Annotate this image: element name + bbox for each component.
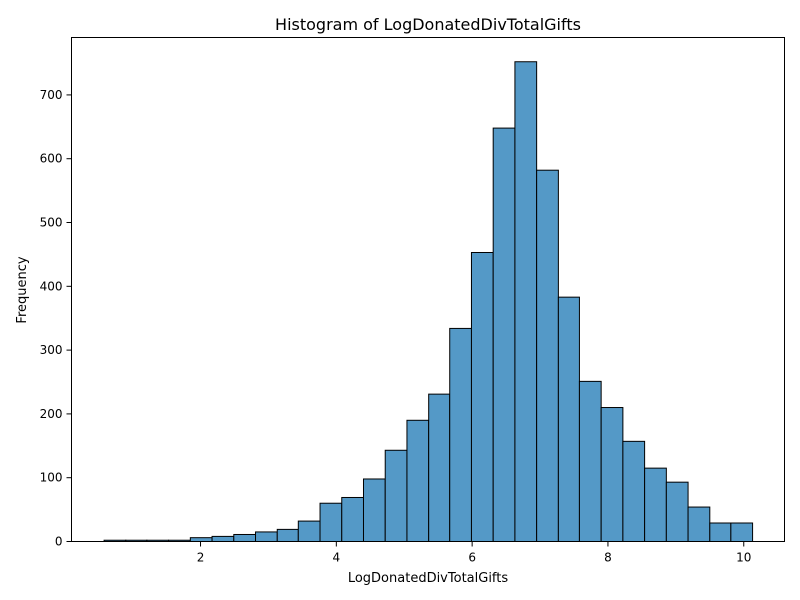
histogram-bar (319, 502, 343, 543)
histogram-bar (687, 506, 711, 543)
histogram-bar (276, 528, 299, 542)
y-tick-label: 100 (40, 471, 63, 485)
histogram-bar (297, 520, 321, 543)
histogram-bar (536, 169, 559, 542)
histogram-bar (492, 127, 516, 542)
histogram-bar (514, 61, 538, 542)
histogram-bar (730, 522, 754, 542)
bars-group (103, 61, 754, 543)
plot-frame (71, 37, 785, 542)
histogram-bar (600, 407, 624, 543)
x-tick-label: 6 (468, 551, 476, 565)
x-tick-label: 2 (197, 551, 205, 565)
histogram-bar (622, 440, 646, 543)
histogram-bar (406, 419, 430, 543)
y-tick-label: 400 (40, 279, 63, 293)
histogram-bar (470, 251, 494, 542)
chart-title: Histogram of LogDonatedDivTotalGifts (275, 15, 581, 34)
y-tick-label: 300 (40, 343, 63, 357)
histogram-bar (644, 467, 667, 542)
y-tick-label: 600 (40, 152, 63, 166)
histogram-bar (341, 496, 364, 542)
histogram-bar (384, 449, 408, 542)
histogram-bar (189, 537, 213, 543)
histogram-bar (665, 481, 689, 543)
y-axis-ticks: 0 100 200 300 400 500 600 700 (40, 88, 72, 549)
x-tick-label: 8 (604, 551, 612, 565)
x-axis-label: LogDonatedDivTotalGifts (348, 571, 509, 586)
y-tick-label: 200 (40, 407, 63, 421)
histogram-bar (362, 478, 386, 543)
y-tick-label: 700 (40, 88, 63, 102)
histogram-bar (709, 522, 732, 542)
y-tick-label: 0 (55, 535, 63, 549)
x-tick-label: 4 (333, 551, 341, 565)
y-axis-label: Frequency (15, 256, 30, 323)
histogram-bar (233, 533, 257, 543)
histogram-bar (557, 296, 580, 542)
histogram-bar (255, 531, 278, 542)
histogram-bar (428, 393, 451, 542)
x-axis-ticks: 2 4 6 8 10 (197, 541, 751, 565)
histogram-bar (211, 535, 235, 542)
histogram-bar (449, 327, 472, 542)
y-tick-label: 500 (40, 216, 63, 230)
histogram-bar (578, 380, 602, 542)
x-tick-label: 10 (736, 551, 751, 565)
